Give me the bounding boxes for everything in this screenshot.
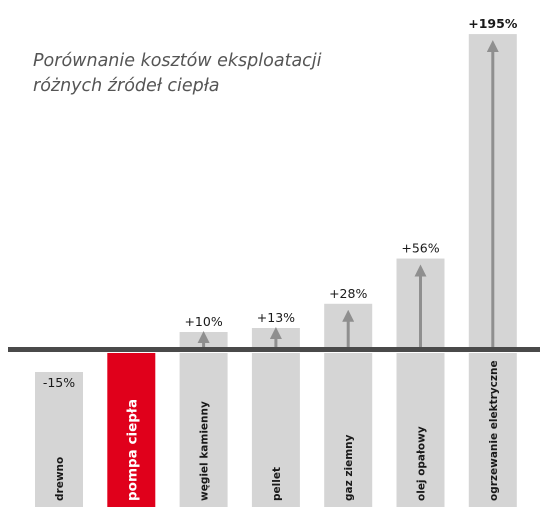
bar-label-strip-0 — [35, 372, 83, 507]
baseline — [8, 347, 540, 352]
category-label-0: drewno — [54, 457, 66, 501]
value-label-6: +195% — [468, 16, 518, 31]
bar-label-strip-6 — [468, 353, 517, 507]
bar-label-strip-1 — [107, 353, 156, 507]
chart-title-line-2: różnych źródeł ciepła — [33, 76, 220, 96]
bar-label-strip-2 — [179, 353, 228, 507]
category-label-1: pompa ciepła — [124, 399, 140, 501]
category-label-5: olej opałowy — [416, 426, 428, 501]
category-label-3: pellet — [271, 467, 283, 501]
value-label-3: +13% — [257, 310, 295, 325]
category-label-4: gaz ziemny — [343, 434, 355, 501]
bar-label-strip-3 — [251, 353, 300, 507]
chart-title-line-1: Porównanie kosztów eksploatacji — [33, 51, 322, 71]
value-label-0: -15% — [43, 375, 75, 390]
value-label-5: +56% — [401, 241, 439, 256]
bar-label-strip-4 — [324, 353, 373, 507]
category-label-2: węgiel kamienny — [199, 401, 211, 501]
category-label-6: ogrzewanie elektryczne — [488, 360, 500, 501]
value-label-4: +28% — [329, 286, 367, 301]
value-label-2: +10% — [184, 314, 222, 329]
bar-label-strip-5 — [396, 353, 445, 507]
